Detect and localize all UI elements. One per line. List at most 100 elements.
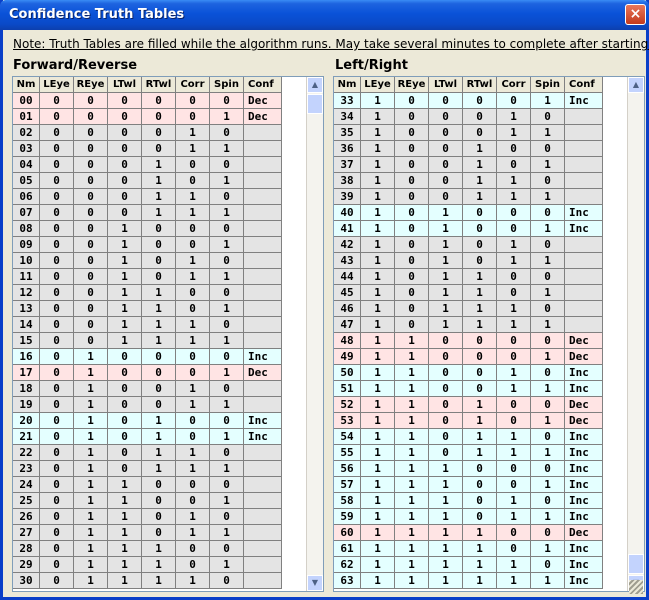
table-row[interactable]: 49 1 1 0 0 0 1 Dec: [334, 349, 603, 365]
table-row[interactable]: 48 1 1 0 0 0 0 Dec: [334, 333, 603, 349]
table-row[interactable]: 60 1 1 1 1 0 0 Dec: [334, 525, 603, 541]
scroll-up-arrow-icon[interactable]: ▲: [307, 77, 323, 93]
table-row[interactable]: 24 0 1 1 0 0 0: [13, 477, 282, 493]
table-row[interactable]: 37 1 0 0 1 0 1: [334, 157, 603, 173]
column-header[interactable]: Corr: [176, 77, 210, 92]
table-row[interactable]: 10 0 0 1 0 1 0: [13, 253, 282, 269]
table-row[interactable]: 07 0 0 0 1 1 1: [13, 205, 282, 221]
table-row[interactable]: 22 0 1 0 1 1 0: [13, 445, 282, 461]
forward-reverse-table[interactable]: Nm LEye REye LTwl RTwl Corr Spin Conf 00 0 0 0 0 0 0 De…: [12, 76, 324, 592]
table-row[interactable]: 11 0 0 1 0 1 1: [13, 269, 282, 285]
table-row[interactable]: 12 0 0 1 1 0 0: [13, 285, 282, 301]
column-header[interactable]: LTwl: [108, 77, 142, 92]
table-row[interactable]: 57 1 1 1 0 0 1 Inc: [334, 477, 603, 493]
left-right-table[interactable]: Nm LEye REye LTwl RTwl Corr Spin Conf 33 1 0 0 0 0 1 In…: [333, 76, 645, 592]
column-header[interactable]: Conf: [244, 77, 282, 92]
table-row[interactable]: 52 1 1 0 1 0 0 Dec: [334, 397, 603, 413]
value-cell: 1: [210, 429, 244, 444]
table-row[interactable]: 05 0 0 0 1 0 1: [13, 173, 282, 189]
close-button[interactable]: ×: [625, 4, 646, 25]
table-row[interactable]: 55 1 1 0 1 1 1 Inc: [334, 445, 603, 461]
column-header[interactable]: Conf: [565, 77, 603, 92]
table-row[interactable]: 21 0 1 0 1 0 1 Inc: [13, 429, 282, 445]
table-row[interactable]: 23 0 1 0 1 1 1: [13, 461, 282, 477]
table-row[interactable]: 25 0 1 1 0 0 1: [13, 493, 282, 509]
table-row[interactable]: 16 0 1 0 0 0 0 Inc: [13, 349, 282, 365]
table-row[interactable]: 09 0 0 1 0 0 1: [13, 237, 282, 253]
table-row[interactable]: 01 0 0 0 0 0 1 Dec: [13, 109, 282, 125]
table-row[interactable]: 18 0 1 0 0 1 0: [13, 381, 282, 397]
table-row[interactable]: 38 1 0 0 1 1 0: [334, 173, 603, 189]
table-row[interactable]: 43 1 0 1 0 1 1: [334, 253, 603, 269]
column-header[interactable]: REye: [395, 77, 429, 92]
table-row[interactable]: 30 0 1 1 1 1 0: [13, 573, 282, 589]
table-row[interactable]: 08 0 0 1 0 0 0: [13, 221, 282, 237]
confidence-cell: [565, 253, 603, 268]
left-right-scrollbar[interactable]: ▲ ▼: [627, 77, 644, 591]
table-row[interactable]: 15 0 0 1 1 1 1: [13, 333, 282, 349]
value-cell: 1: [210, 333, 244, 348]
row-number: 00: [13, 93, 40, 108]
column-header[interactable]: LEye: [40, 77, 74, 92]
table-row[interactable]: 50 1 1 0 0 1 0 Inc: [334, 365, 603, 381]
column-header[interactable]: RTwl: [463, 77, 497, 92]
title-bar[interactable]: Confidence Truth Tables ×: [0, 0, 649, 30]
table-row[interactable]: 47 1 0 1 1 1 1: [334, 317, 603, 333]
table-row[interactable]: 53 1 1 0 1 0 1 Dec: [334, 413, 603, 429]
table-row[interactable]: 00 0 0 0 0 0 0 Dec: [13, 93, 282, 109]
table-row[interactable]: 42 1 0 1 0 1 0: [334, 237, 603, 253]
table-row[interactable]: 28 0 1 1 1 0 0: [13, 541, 282, 557]
table-row[interactable]: 35 1 0 0 0 1 1: [334, 125, 603, 141]
table-row[interactable]: 40 1 0 1 0 0 0 Inc: [334, 205, 603, 221]
table-row[interactable]: 54 1 1 0 1 1 0 Inc: [334, 429, 603, 445]
column-header[interactable]: Spin: [531, 77, 565, 92]
scroll-thumb[interactable]: [307, 94, 323, 114]
table-row[interactable]: 13 0 0 1 1 0 1: [13, 301, 282, 317]
scroll-thumb[interactable]: [628, 554, 644, 574]
table-row[interactable]: 06 0 0 0 1 1 0: [13, 189, 282, 205]
column-header[interactable]: Spin: [210, 77, 244, 92]
table-row[interactable]: 46 1 0 1 1 1 0: [334, 301, 603, 317]
scroll-down-arrow-icon[interactable]: ▼: [307, 575, 323, 591]
table-row[interactable]: 27 0 1 1 0 1 1: [13, 525, 282, 541]
table-row[interactable]: 02 0 0 0 0 1 0: [13, 125, 282, 141]
column-header[interactable]: Nm: [334, 77, 361, 92]
column-header[interactable]: REye: [74, 77, 108, 92]
table-row[interactable]: 51 1 1 0 0 1 1 Inc: [334, 381, 603, 397]
table-row[interactable]: 36 1 0 0 1 0 0: [334, 141, 603, 157]
resize-grip-icon[interactable]: [629, 580, 643, 594]
table-row[interactable]: 41 1 0 1 0 0 1 Inc: [334, 221, 603, 237]
table-row[interactable]: 19 0 1 0 0 1 1: [13, 397, 282, 413]
table-row[interactable]: 03 0 0 0 0 1 1: [13, 141, 282, 157]
table-row[interactable]: 59 1 1 1 0 1 1 Inc: [334, 509, 603, 525]
table-row[interactable]: 33 1 0 0 0 0 1 Inc: [334, 93, 603, 109]
forward-reverse-scrollbar[interactable]: ▲ ▼: [306, 77, 323, 591]
table-row[interactable]: 34 1 0 0 0 1 0: [334, 109, 603, 125]
value-cell: 0: [108, 189, 142, 204]
table-row[interactable]: 61 1 1 1 1 0 1 Inc: [334, 541, 603, 557]
table-row[interactable]: 04 0 0 0 1 0 0: [13, 157, 282, 173]
table-row[interactable]: 62 1 1 1 1 1 0 Inc: [334, 557, 603, 573]
table-row[interactable]: 14 0 0 1 1 1 0: [13, 317, 282, 333]
scroll-up-arrow-icon[interactable]: ▲: [628, 77, 644, 93]
table-row[interactable]: 26 0 1 1 0 1 0: [13, 509, 282, 525]
table-row[interactable]: 17 0 1 0 0 0 1 Dec: [13, 365, 282, 381]
column-header[interactable]: LEye: [361, 77, 395, 92]
value-cell: 0: [463, 125, 497, 140]
column-header[interactable]: RTwl: [142, 77, 176, 92]
row-number: 52: [334, 397, 361, 412]
column-header[interactable]: Nm: [13, 77, 40, 92]
table-row[interactable]: 58 1 1 1 0 1 0 Inc: [334, 493, 603, 509]
value-cell: 0: [395, 317, 429, 332]
table-row[interactable]: 63 1 1 1 1 1 1 Inc: [334, 573, 603, 589]
table-row[interactable]: 29 0 1 1 1 0 1: [13, 557, 282, 573]
table-row[interactable]: 39 1 0 0 1 1 1: [334, 189, 603, 205]
table-row[interactable]: 56 1 1 1 0 0 0 Inc: [334, 461, 603, 477]
table-row[interactable]: 44 1 0 1 1 0 0: [334, 269, 603, 285]
column-header[interactable]: LTwl: [429, 77, 463, 92]
column-header[interactable]: Corr: [497, 77, 531, 92]
table-row[interactable]: 45 1 0 1 1 0 1: [334, 285, 603, 301]
confidence-cell: [565, 317, 603, 332]
table-row[interactable]: 20 0 1 0 1 0 0 Inc: [13, 413, 282, 429]
confidence-cell: Inc: [565, 429, 603, 444]
